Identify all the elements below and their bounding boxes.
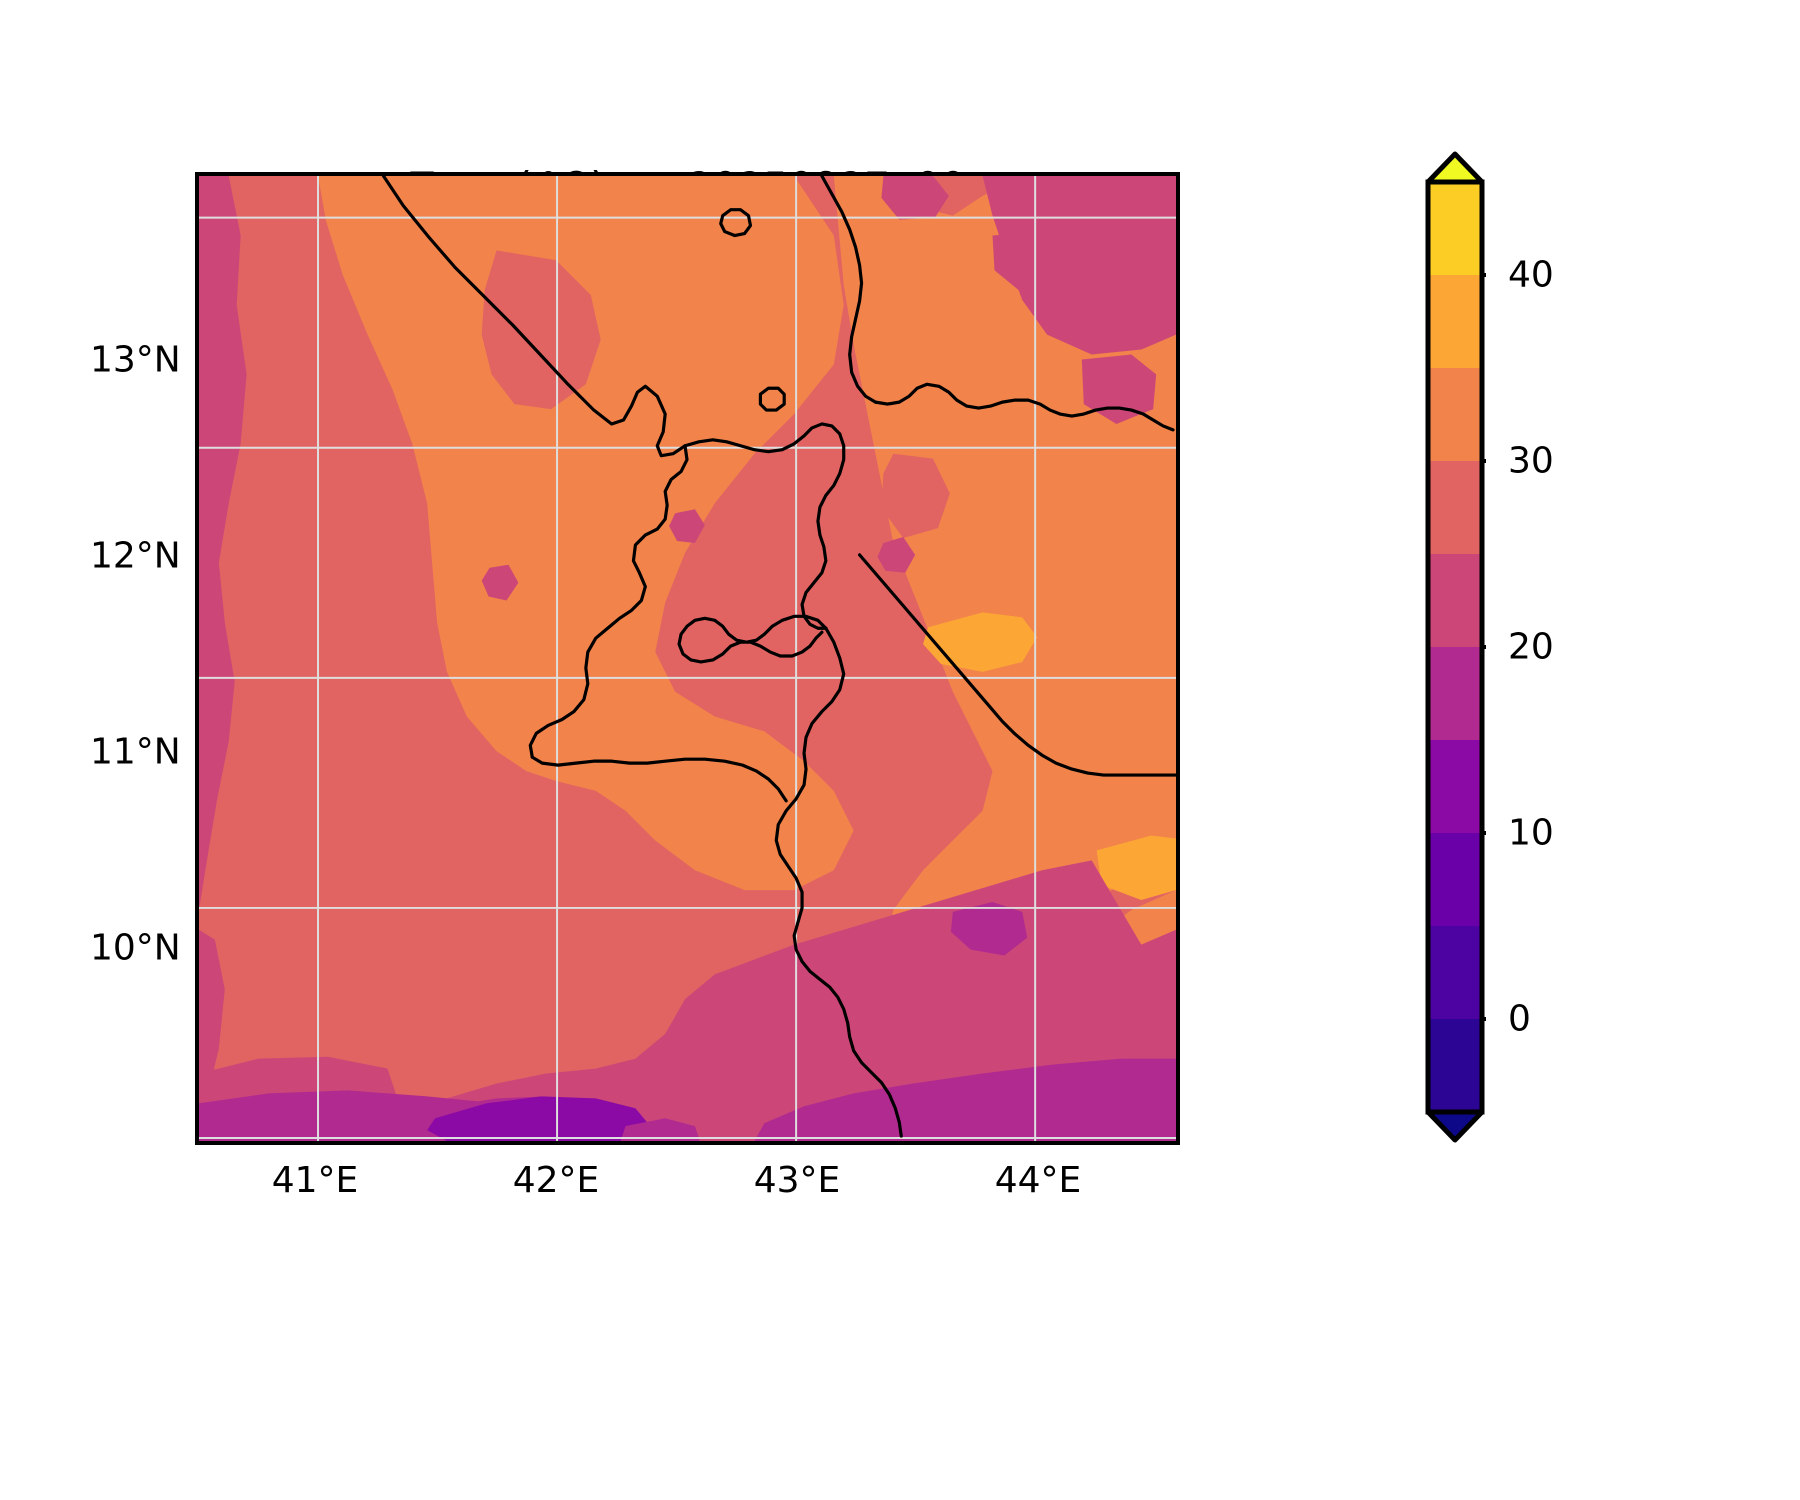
ytick-label-13n: 13°N (90, 339, 181, 381)
xtick-label-44e: 44°E (994, 1160, 1082, 1201)
ytick-label-12n: 12°N (90, 535, 181, 577)
temperature-contour-fill (199, 176, 1176, 1141)
xtick-label-42e: 42°E (512, 1160, 600, 1201)
ytick-label-11n: 11°N (90, 731, 181, 773)
xtick-label-41e: 41°E (271, 1160, 359, 1201)
ytick-label-10n: 10°N (90, 927, 181, 969)
map-clip (199, 176, 1176, 1141)
colorbar-tick-40: 40 (1508, 254, 1554, 296)
map-gridlines (199, 176, 1176, 1141)
map-plot-area (195, 172, 1180, 1145)
colorbar-tick-10: 10 (1508, 812, 1554, 854)
colorbar-tick-30: 30 (1508, 440, 1554, 482)
colorbar-tick-0: 0 (1508, 998, 1531, 1040)
coastline-and-borders (381, 176, 1176, 1138)
xtick-label-43e: 43°E (753, 1160, 841, 1201)
colorbar-tick-20: 20 (1508, 626, 1554, 668)
colorbar-gradient (1425, 151, 1486, 1143)
colorbar: 40 30 20 10 0 (1424, 150, 1554, 1170)
